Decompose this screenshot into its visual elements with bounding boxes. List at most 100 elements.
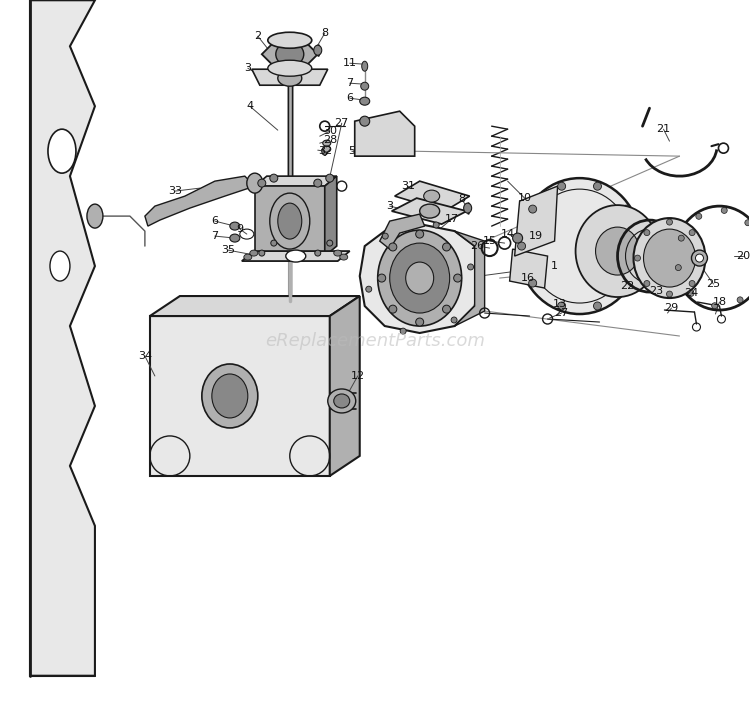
Ellipse shape	[244, 254, 252, 260]
Text: 7: 7	[211, 231, 218, 241]
Text: 8: 8	[321, 28, 328, 38]
Text: eReplacementParts.com: eReplacementParts.com	[265, 332, 484, 350]
Ellipse shape	[378, 230, 462, 326]
Ellipse shape	[378, 274, 386, 282]
Text: 27: 27	[554, 308, 568, 318]
Polygon shape	[392, 198, 466, 224]
Ellipse shape	[634, 255, 640, 261]
Text: 32: 32	[318, 146, 332, 156]
Ellipse shape	[644, 229, 695, 287]
Ellipse shape	[442, 243, 451, 251]
Ellipse shape	[259, 250, 265, 256]
Ellipse shape	[230, 222, 240, 230]
Ellipse shape	[745, 220, 750, 226]
Ellipse shape	[314, 45, 322, 55]
Ellipse shape	[529, 205, 537, 213]
Ellipse shape	[48, 129, 76, 173]
Text: 33: 33	[168, 186, 182, 196]
Text: 24: 24	[684, 288, 698, 298]
Ellipse shape	[388, 243, 397, 251]
Polygon shape	[325, 176, 337, 256]
Ellipse shape	[593, 182, 602, 190]
Ellipse shape	[518, 242, 526, 250]
Polygon shape	[360, 224, 480, 333]
Ellipse shape	[406, 262, 433, 294]
Ellipse shape	[276, 42, 304, 66]
Ellipse shape	[622, 279, 631, 287]
Ellipse shape	[712, 303, 718, 309]
Ellipse shape	[322, 146, 331, 152]
Ellipse shape	[593, 302, 602, 310]
Ellipse shape	[327, 240, 333, 246]
Text: 3: 3	[244, 64, 251, 73]
Ellipse shape	[420, 204, 440, 218]
Text: 12: 12	[351, 371, 364, 381]
Text: 31: 31	[400, 181, 415, 191]
Ellipse shape	[692, 250, 707, 266]
Ellipse shape	[596, 227, 640, 275]
Ellipse shape	[322, 140, 331, 146]
Ellipse shape	[454, 274, 462, 282]
Text: 4: 4	[246, 101, 254, 111]
Ellipse shape	[270, 193, 310, 249]
Ellipse shape	[689, 280, 695, 287]
Polygon shape	[242, 251, 350, 261]
Ellipse shape	[695, 254, 703, 262]
Polygon shape	[150, 316, 330, 476]
Ellipse shape	[416, 230, 424, 238]
Ellipse shape	[575, 205, 659, 297]
Polygon shape	[252, 69, 328, 85]
Text: 26: 26	[470, 241, 484, 251]
Text: 10: 10	[518, 193, 532, 203]
Ellipse shape	[322, 147, 328, 155]
Ellipse shape	[442, 305, 451, 313]
Ellipse shape	[314, 179, 322, 187]
Text: 7: 7	[346, 78, 353, 88]
Ellipse shape	[400, 328, 406, 334]
Polygon shape	[262, 40, 318, 68]
Ellipse shape	[634, 218, 706, 298]
Text: 21: 21	[656, 124, 670, 134]
Text: 19: 19	[529, 231, 543, 241]
Text: 27: 27	[334, 118, 349, 128]
Text: 23: 23	[650, 286, 664, 296]
Ellipse shape	[689, 229, 695, 236]
Text: 14: 14	[500, 229, 514, 239]
Ellipse shape	[278, 203, 302, 239]
Ellipse shape	[416, 318, 424, 326]
Ellipse shape	[286, 250, 306, 262]
Text: 2: 2	[254, 31, 261, 41]
Text: 6: 6	[346, 93, 353, 103]
Ellipse shape	[328, 389, 356, 413]
Text: 35: 35	[220, 245, 235, 255]
Ellipse shape	[250, 250, 258, 256]
Ellipse shape	[87, 204, 103, 228]
Ellipse shape	[382, 233, 388, 239]
Polygon shape	[145, 176, 255, 226]
Polygon shape	[330, 296, 360, 476]
Polygon shape	[150, 296, 360, 316]
Ellipse shape	[360, 97, 370, 105]
Ellipse shape	[675, 265, 681, 270]
Ellipse shape	[678, 235, 684, 241]
Ellipse shape	[247, 173, 262, 193]
Ellipse shape	[268, 32, 312, 48]
Ellipse shape	[424, 190, 439, 202]
Ellipse shape	[667, 291, 673, 297]
Text: 3: 3	[386, 201, 393, 211]
Ellipse shape	[634, 242, 641, 250]
Text: 22: 22	[620, 281, 634, 291]
Ellipse shape	[268, 60, 312, 76]
Text: 18: 18	[712, 297, 727, 307]
Ellipse shape	[326, 174, 334, 182]
Ellipse shape	[271, 240, 277, 246]
Ellipse shape	[360, 116, 370, 126]
Ellipse shape	[366, 286, 372, 292]
Ellipse shape	[696, 213, 702, 220]
Text: 8: 8	[458, 194, 465, 204]
Text: 20: 20	[736, 251, 750, 261]
Polygon shape	[355, 111, 415, 156]
Polygon shape	[394, 181, 470, 211]
Ellipse shape	[270, 174, 278, 182]
Ellipse shape	[390, 243, 450, 313]
